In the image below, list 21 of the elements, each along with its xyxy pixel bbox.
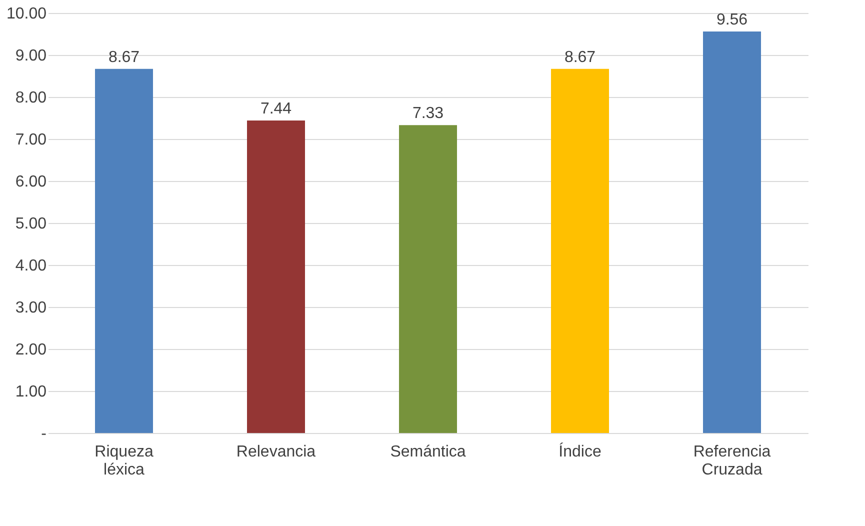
y-tick-label: 3.00 (15, 300, 47, 316)
y-tick-label: 6.00 (15, 174, 47, 190)
y-tick-label: 5.00 (15, 216, 47, 232)
y-tick-label: 9.00 (15, 48, 47, 64)
x-tick-label: Semántica (390, 444, 466, 460)
data-label: 8.67 (108, 48, 140, 66)
x-tick-label: Referencia Cruzada (693, 444, 771, 478)
x-tick-label: Índice (558, 442, 602, 460)
x-tick-label: Relevancia (236, 444, 316, 460)
y-tick-label: 8.00 (15, 90, 47, 106)
y-tick-label: 10.00 (6, 6, 47, 22)
y-tick-label: 1.00 (15, 384, 47, 400)
y-tick-label: 7.00 (15, 132, 47, 148)
y-tick-label: - (41, 426, 46, 442)
data-label: 9.56 (716, 11, 748, 28)
y-tick-label: 4.00 (15, 258, 47, 274)
data-label: 8.67 (564, 48, 596, 66)
data-label: 7.33 (412, 105, 444, 122)
y-tick-label: 2.00 (15, 342, 47, 358)
data-label: 7.44 (260, 100, 292, 118)
x-tick-label: Riqueza léxica (94, 444, 154, 478)
